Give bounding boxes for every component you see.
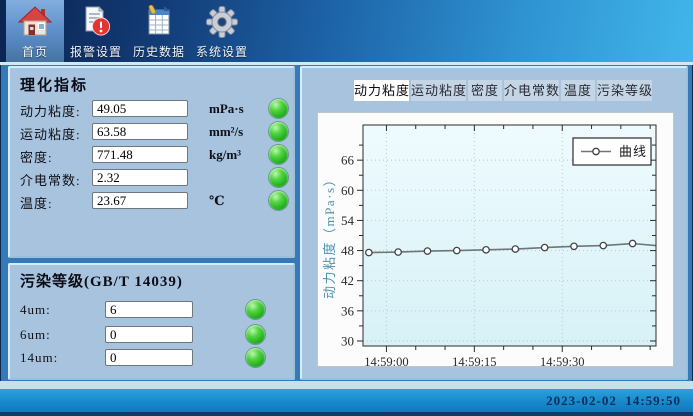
line-chart-svg: 30 36 42 48 54 60 66 14:59:00 14:59:15 14:59:30 曲线… [322, 124, 657, 369]
indicator-unit: ℃ [209, 193, 225, 208]
chart-tab-bar: 动力粘度 运动粘度 密度 介电常数 温度 污染等级 [354, 80, 652, 101]
status-led [269, 122, 288, 141]
chart-panel: 动力粘度 运动粘度 密度 介电常数 温度 污染等级 30 36 42 48 54 60 66… [300, 66, 688, 380]
toolbar-label-history-data: 历史数据 [132, 45, 185, 59]
toolbar-button-home[interactable]: 首页 [6, 0, 64, 62]
contamination-row-6um: 6um: [10, 325, 293, 345]
svg-text:66: 66 [341, 153, 355, 168]
indicator-label: 温度: [20, 196, 53, 211]
svg-text:14:59:30: 14:59:30 [540, 355, 584, 366]
bottom-separator [0, 381, 693, 389]
indicator-label: 运动粘度: [20, 127, 81, 142]
tab-kinematic-viscosity[interactable]: 运动粘度 [411, 80, 466, 101]
tab-density[interactable]: 密度 [468, 80, 502, 101]
indicator-label: 介电常数: [20, 173, 81, 188]
indicators-panel-title: 理化指标 [20, 78, 89, 94]
indicators-panel: 理化指标 动力粘度: mPa·s 运动粘度: mm²/s 密度: kg/m³ 介… [8, 66, 295, 258]
status-led [269, 145, 288, 164]
dynamic-viscosity-field[interactable] [92, 100, 188, 117]
indicator-row-temperature: 温度: ℃ [10, 191, 293, 211]
system-settings-icon [206, 6, 238, 38]
contamination-row-14um: 14um: [10, 348, 293, 368]
toolbar-button-alarm-settings[interactable]: 报警设置 [67, 0, 125, 62]
indicator-row-dielectric-constant: 介电常数: [10, 168, 293, 188]
count-6um-field[interactable] [105, 326, 193, 343]
count-14um-field[interactable] [105, 349, 193, 366]
indicator-unit: mPa·s [209, 101, 244, 116]
count-4um-field[interactable] [105, 301, 193, 318]
svg-text:14:59:00: 14:59:00 [364, 355, 408, 366]
toolbar-button-history-data[interactable]: 历史数据 [130, 0, 188, 62]
svg-text:54: 54 [341, 213, 355, 228]
svg-text:曲线: 曲线 [619, 144, 647, 159]
indicator-row-dynamic-viscosity: 动力粘度: mPa·s [10, 99, 293, 119]
toolbar-button-system-settings[interactable]: 系统设置 [193, 0, 251, 62]
svg-text:60: 60 [341, 183, 354, 198]
toolbar: 首页 报警设置 [0, 0, 693, 65]
svg-text:动力粘度（mPa·s）: 动力粘度（mPa·s） [322, 172, 337, 299]
history-data-icon [148, 4, 170, 35]
status-bar: 2023-02-02 14:59:50 [0, 389, 693, 412]
contamination-panel: 污染等级(GB/T 14039) 4um: 6um: 14um: [8, 263, 295, 380]
indicator-row-kinematic-viscosity: 运动粘度: mm²/s [10, 122, 293, 142]
window-bottom-edge [0, 412, 693, 416]
tab-dielectric-constant[interactable]: 介电常数 [504, 80, 559, 101]
status-led [246, 325, 265, 344]
status-led [269, 99, 288, 118]
temperature-field[interactable] [92, 192, 188, 209]
svg-text:42: 42 [341, 273, 354, 288]
kinematic-viscosity-field[interactable] [92, 123, 188, 140]
status-led [246, 348, 265, 367]
status-led [269, 191, 288, 210]
status-led [269, 168, 288, 187]
alarm-settings-icon [85, 5, 111, 36]
contamination-label: 6um: [20, 327, 51, 342]
indicator-unit: mm²/s [209, 124, 244, 139]
svg-text:36: 36 [341, 303, 355, 318]
datetime-display: 2023-02-02 14:59:50 [546, 392, 681, 408]
contamination-panel-title: 污染等级(GB/T 14039) [20, 274, 183, 290]
contamination-label: 14um: [20, 350, 59, 365]
svg-text:14:59:15: 14:59:15 [452, 355, 496, 366]
indicator-unit: kg/m³ [209, 147, 242, 162]
home-icon [17, 6, 53, 36]
toolbar-label-alarm-settings: 报警设置 [69, 45, 122, 59]
indicator-row-density: 密度: kg/m³ [10, 145, 293, 165]
tab-dynamic-viscosity[interactable]: 动力粘度 [354, 80, 409, 101]
viscosity-trend-chart: 30 36 42 48 54 60 66 14:59:00 14:59:15 14:59:30 曲线… [317, 112, 674, 369]
indicator-label: 动力粘度: [20, 104, 81, 119]
toolbar-label-system-settings: 系统设置 [195, 45, 248, 59]
svg-text:30: 30 [341, 333, 354, 348]
tab-contamination-level[interactable]: 污染等级 [597, 80, 652, 101]
dielectric-constant-field[interactable] [92, 169, 188, 186]
contamination-row-4um: 4um: [10, 300, 293, 320]
svg-text:48: 48 [341, 243, 354, 258]
status-led [246, 300, 265, 319]
contamination-label: 4um: [20, 302, 51, 317]
tab-temperature[interactable]: 温度 [561, 80, 595, 101]
indicator-label: 密度: [20, 150, 53, 165]
toolbar-label-home: 首页 [21, 45, 48, 59]
density-field[interactable] [92, 146, 188, 163]
